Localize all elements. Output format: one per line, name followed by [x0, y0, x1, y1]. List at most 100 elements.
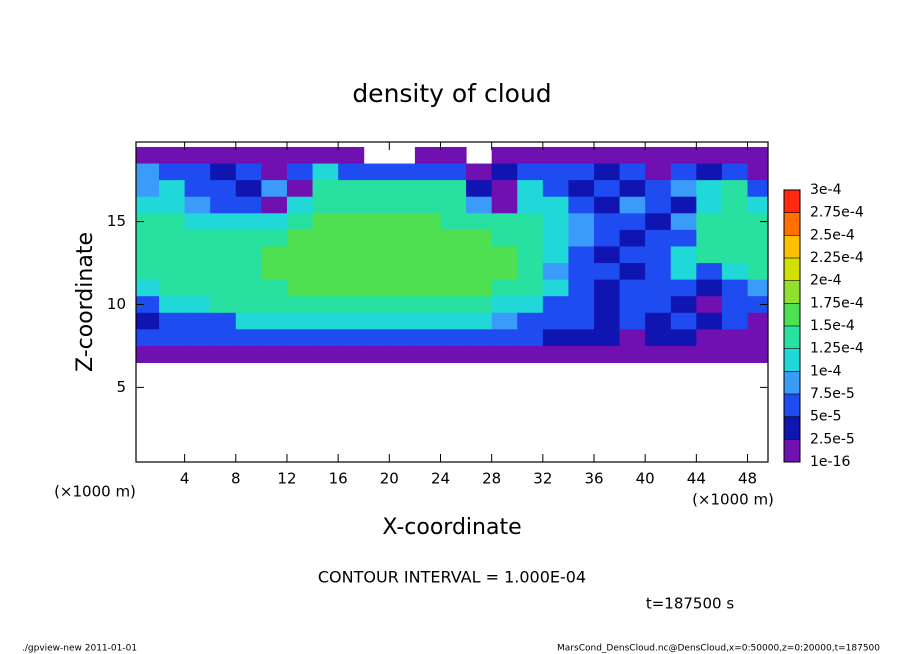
heat-cell — [619, 229, 646, 247]
heat-cell — [542, 146, 569, 165]
heat-cell — [235, 196, 262, 214]
heat-cell — [594, 263, 621, 281]
heat-cell — [670, 163, 697, 181]
heat-cell — [414, 180, 441, 198]
heat-cell — [670, 263, 697, 281]
heat-cell — [389, 329, 416, 347]
heat-cell — [261, 296, 288, 314]
heat-cell — [389, 345, 416, 364]
heat-cell — [312, 229, 339, 247]
heat-cell — [235, 279, 262, 297]
heat-cell — [210, 329, 237, 347]
heat-cell — [286, 180, 314, 198]
heat-cell — [210, 263, 237, 281]
heat-cell — [363, 246, 390, 264]
heat-cell — [491, 296, 518, 314]
heat-cell — [286, 279, 314, 297]
heat-cell — [466, 213, 493, 231]
heat-cell — [312, 329, 339, 347]
heat-cell — [517, 229, 544, 247]
x-axis-label: X-coordinate — [382, 515, 521, 540]
heat-cell — [696, 213, 723, 231]
heat-cell — [159, 279, 186, 297]
heat-cell — [363, 180, 390, 198]
colorbar-label: 5e-5 — [810, 409, 841, 425]
heat-cell — [721, 229, 749, 247]
heat-cell — [338, 146, 365, 165]
colorbar-label: 1.5e-4 — [810, 318, 855, 334]
heat-cell — [338, 213, 365, 231]
contour-note: CONTOUR INTERVAL = 1.000E-04 — [318, 568, 586, 587]
heat-cell — [696, 180, 723, 198]
heat-cell — [466, 229, 493, 247]
heat-cell — [184, 246, 211, 264]
heat-cell — [286, 163, 314, 181]
heat-cell — [542, 312, 569, 330]
heat-cell — [696, 296, 723, 314]
heat-cell — [210, 312, 237, 330]
heat-cell — [466, 196, 493, 214]
heat-cell — [645, 180, 672, 198]
heat-cell — [261, 246, 288, 264]
heat-cell — [696, 246, 723, 264]
heat-cell — [184, 146, 211, 165]
heat-cell — [235, 229, 262, 247]
heat-cell — [491, 263, 518, 281]
heat-cell — [568, 279, 595, 297]
heat-cell — [338, 180, 365, 198]
heat-cell — [466, 163, 493, 181]
heat-cell — [389, 229, 416, 247]
heat-cell — [721, 345, 749, 364]
heat-cell — [286, 329, 314, 347]
heat-cell — [466, 329, 493, 347]
heat-cell — [747, 146, 768, 165]
heat-cell — [389, 180, 416, 198]
heat-cell — [184, 296, 211, 314]
heat-cell — [517, 180, 544, 198]
heat-cell — [414, 312, 441, 330]
heat-cell — [440, 279, 467, 297]
heat-cell — [235, 180, 262, 198]
heat-cell — [363, 229, 390, 247]
heat-cell — [440, 329, 467, 347]
heat-cell — [235, 329, 262, 347]
heat-cell — [184, 312, 211, 330]
heat-cell — [542, 180, 569, 198]
heat-cell — [312, 263, 339, 281]
heat-cell — [619, 263, 646, 281]
heat-cell — [312, 312, 339, 330]
heat-cell — [670, 312, 697, 330]
colorbar-box — [784, 303, 800, 326]
x-tick-label: 44 — [687, 470, 706, 488]
heat-cell — [136, 229, 160, 247]
heat-cell — [670, 229, 697, 247]
heat-cell — [440, 246, 467, 264]
heat-cell — [696, 229, 723, 247]
heat-cell — [338, 312, 365, 330]
heat-cell — [363, 296, 390, 314]
colorbar-label: 2e-4 — [810, 273, 842, 289]
heat-cell — [619, 345, 646, 364]
heat-cell — [542, 279, 569, 297]
heat-cell — [491, 146, 518, 165]
colorbar-label: 1.25e-4 — [810, 341, 864, 357]
heat-cell — [389, 263, 416, 281]
heat-cell — [159, 146, 186, 165]
heat-cell — [261, 312, 288, 330]
colorbar-box — [784, 394, 800, 417]
colorbar-box — [784, 212, 800, 236]
heat-cell — [619, 296, 646, 314]
heat-cell — [414, 146, 441, 165]
heat-cell — [747, 163, 768, 181]
heat-cell — [261, 146, 288, 165]
heat-cell — [184, 180, 211, 198]
heat-cell — [517, 263, 544, 281]
heat-cell — [696, 196, 723, 214]
heat-cell — [568, 213, 595, 231]
heat-cell — [517, 213, 544, 231]
heat-cell — [414, 163, 441, 181]
heat-cell — [235, 213, 262, 231]
heat-cell — [136, 345, 160, 364]
heat-cell — [389, 163, 416, 181]
heat-cell — [568, 345, 595, 364]
